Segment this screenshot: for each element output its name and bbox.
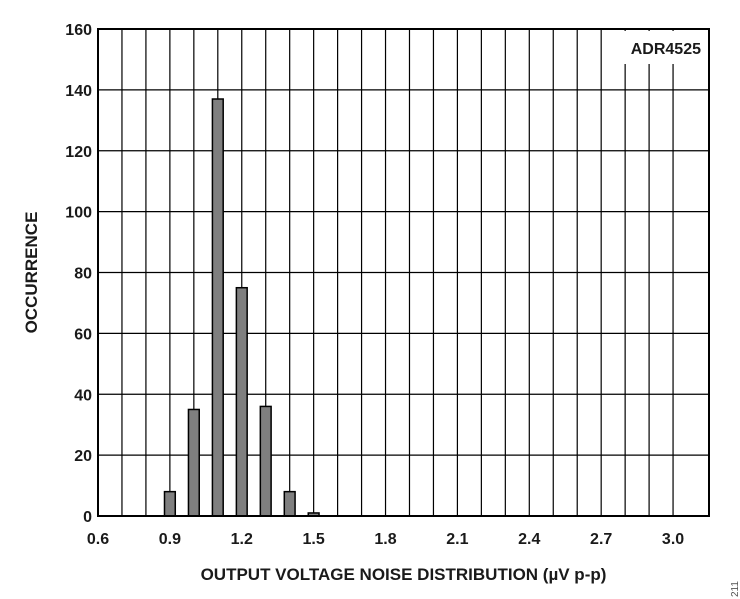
y-tick-label: 0 bbox=[83, 509, 92, 526]
bar bbox=[163, 490, 177, 517]
y-tick-label: 120 bbox=[65, 144, 92, 161]
x-tick-label: 0.9 bbox=[159, 531, 181, 548]
y-tick-label: 100 bbox=[65, 205, 92, 222]
y-tick-label: 160 bbox=[65, 22, 92, 39]
x-tick-label: 1.2 bbox=[231, 531, 253, 548]
x-tick-label: 3.0 bbox=[662, 531, 684, 548]
x-tick-labels: 0.6 0.9 1.2 1.5 1.8 2.1 2.4 2.7 3.0 bbox=[87, 531, 684, 548]
y-tick-label: 80 bbox=[74, 266, 92, 283]
y-tick-label: 40 bbox=[74, 387, 92, 404]
bar bbox=[187, 408, 200, 517]
x-tick-label: 2.7 bbox=[590, 531, 612, 548]
x-tick-label: 2.4 bbox=[518, 531, 540, 548]
y-tick-label: 140 bbox=[65, 83, 92, 100]
y-tick-labels: 0 20 40 60 80 100 120 140 160 bbox=[65, 22, 92, 526]
x-tick-label: 2.1 bbox=[446, 531, 468, 548]
bars bbox=[163, 98, 320, 517]
bar bbox=[283, 490, 296, 517]
y-axis-title: OCCURRENCE bbox=[22, 212, 41, 334]
x-tick-label: 0.6 bbox=[87, 531, 109, 548]
chart-annotation: ADR4525 bbox=[631, 41, 701, 58]
grid-lines bbox=[98, 29, 709, 516]
x-axis-title: OUTPUT VOLTAGE NOISE DISTRIBUTION (µV p-… bbox=[201, 565, 607, 584]
plot-frame bbox=[97, 28, 710, 517]
figure-id: 211 bbox=[730, 581, 740, 597]
annotation-background bbox=[608, 31, 707, 64]
bar bbox=[235, 286, 248, 517]
x-tick-label: 1.8 bbox=[374, 531, 396, 548]
x-tick-label: 1.5 bbox=[303, 531, 325, 548]
y-tick-label: 20 bbox=[74, 448, 92, 465]
y-tick-label: 60 bbox=[74, 326, 92, 343]
bar bbox=[259, 405, 272, 517]
bar bbox=[211, 98, 224, 517]
